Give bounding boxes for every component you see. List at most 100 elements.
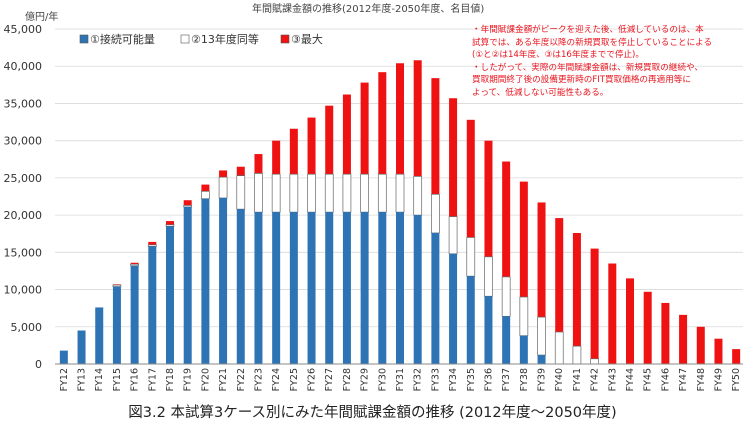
x-tick-label: FY16 [130,368,141,391]
bar-existing [360,212,369,364]
bar-fy13 [201,190,210,200]
x-tick-label: FY46 [660,368,671,391]
x-tick-label: FY17 [147,368,158,391]
x-tick-label: FY47 [678,368,689,391]
chart-title: 年間賦課金額の推移(2012年度-2050年度、名目値) [252,2,484,15]
x-tick-label: FY48 [696,368,707,391]
annotation-note: ・年間賦課金額がピークを迎えた後、低減しているのは、本 試算では、ある年度以降の… [472,24,740,100]
x-tick-label: FY37 [501,368,512,391]
x-tick-label: FY42 [590,368,601,391]
y-tick-label: 25,000 [4,172,43,185]
x-tick-label: FY44 [625,368,636,391]
x-tick-label: FY40 [554,368,565,391]
bar-fy13 [554,331,564,365]
bar-existing [272,212,281,364]
bar-fy13 [590,358,599,365]
legend-label-existing: ①接続可能量 [90,32,155,46]
bar-max [643,291,652,364]
note-line: ・したがって、実際の年間賦課金額は、新規買取の継続や、 [472,62,703,73]
bar-existing [148,246,157,364]
bar-existing [95,307,104,364]
bar-existing [413,215,422,364]
y-axis-label: 億円/年 [25,10,58,23]
bar-max [148,241,157,245]
bar-existing [396,212,404,364]
x-tick-label: FY15 [112,368,123,391]
note-line: ・年間賦課金額がピークを迎えた後、低減しているのは、本 [472,25,704,35]
bars [59,60,741,365]
x-tick-label: FY28 [342,368,353,391]
bar-max [449,98,458,217]
bar-fy13 [448,216,458,255]
bar-fy13 [130,263,139,267]
legend-swatch-existing [79,34,89,44]
bar-existing [484,296,493,364]
bar-fy13 [236,175,246,210]
legend-swatch-max [280,34,290,44]
legend-label-max: ③最大 [291,32,323,46]
bar-existing [59,350,68,364]
axes: 0 5,000 10,000 15,000 20,000 25,000 30,000 35,0… [4,23,743,391]
bar-max [572,232,581,347]
bar-fy13 [147,244,157,247]
x-tick-label: FY12 [59,368,70,391]
x-tick-label: FY23 [253,368,264,391]
chart: 0 5,000 10,000 15,000 20,000 25,000 30,000 35,0… [4,2,743,391]
x-tick-label: FY27 [324,368,335,391]
bar-max [130,262,139,265]
legend-label-fy13: ②13年度同等 [191,32,259,46]
bar-max [236,166,245,176]
bar-fy13 [377,173,387,213]
bar-fy13 [572,345,582,365]
x-tick-label: FY25 [289,368,300,391]
bar-max [360,82,369,175]
bar-existing [236,209,245,364]
bar-max [519,181,528,297]
bar-max [307,117,316,175]
bar-max [484,140,493,257]
x-tick-label: FY35 [466,368,477,391]
bar-existing [130,265,139,364]
note-line: 試算では、ある年度以降の新規買取を停止していることによる [472,37,713,48]
bar-fy13 [519,296,529,337]
x-tick-label: FY18 [165,368,176,391]
note-line: (①と②は14年度、③は16年度までで停止)。 [472,50,645,61]
legend-swatch-fy13 [180,34,190,44]
bar-max [112,284,121,286]
bar-max [502,161,511,277]
bar-fy13 [271,173,281,213]
x-tick-label: FY41 [572,368,583,391]
bar-fy13 [289,173,299,213]
x-tick-label: FY29 [360,368,371,391]
bar-fy13 [165,224,175,227]
note-line: 買取期間終了後の設備更新時のFIT買取価格の再適用等に [472,75,691,86]
bar-fy13 [218,176,228,199]
bar-existing [449,253,458,364]
bar-max [201,184,210,192]
x-tick-label: FY49 [713,368,724,391]
bar-fy13 [112,284,122,287]
bar-max [183,200,192,206]
bar-existing [519,335,528,364]
x-tick-label: FY39 [537,368,548,391]
bar-max [626,278,634,364]
bar-max [378,72,387,175]
bar-max [714,338,723,364]
y-tick-label: 0 [35,358,42,371]
x-tick-label: FY24 [271,368,282,391]
bar-fy13 [501,276,511,317]
bar-fy13 [183,205,193,208]
x-tick-label: FY31 [395,368,406,391]
bar-existing [537,355,546,364]
bar-max [325,105,334,175]
x-tick-label: FY50 [731,368,742,391]
bar-max [590,248,599,359]
x-tick-label: FY20 [200,368,211,391]
bar-max [555,218,564,332]
y-tick-label: 40,000 [4,60,43,73]
bar-existing [112,286,121,364]
y-tick-label: 10,000 [4,284,43,297]
x-tick-label: FY13 [77,368,88,391]
bar-max [289,128,298,175]
bar-existing [342,212,351,364]
